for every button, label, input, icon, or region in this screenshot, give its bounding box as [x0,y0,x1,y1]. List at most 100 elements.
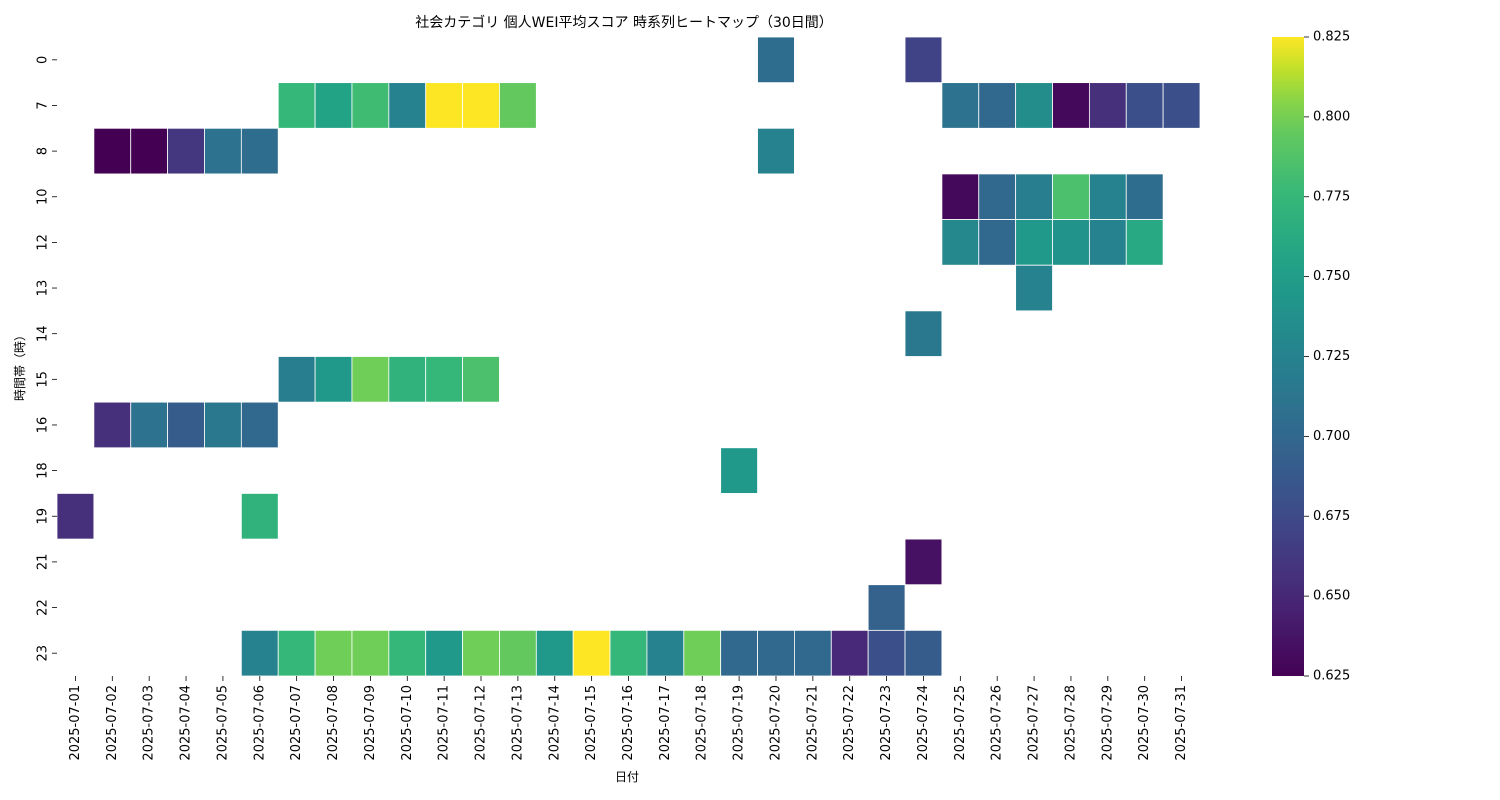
x-tick-label: 2025-07-10 [400,685,415,761]
y-tick-label: 22 [36,599,51,616]
heatmap-cell [904,538,943,586]
heatmap-cell [167,127,205,175]
y-tick-label: 21 [36,554,51,571]
x-tick-label: 2025-07-17 [658,685,673,761]
x-tick-label: 2025-07-31 [1174,685,1189,761]
heatmap-cell [1125,219,1164,266]
x-tick-label: 2025-07-12 [474,685,489,761]
heatmap-cell [314,82,353,129]
y-axis-ticks: 0 7 8 10 12 13 14 15 16 18 19 21 22 23 [36,56,57,662]
heatmap-cell [978,82,1017,129]
x-tick-label: 2025-07-02 [105,685,120,761]
heatmap-cell [1088,82,1127,129]
colorbar-tick-label: 0.625 [1313,669,1350,684]
heatmap-cell [1088,219,1127,266]
x-tick-label: 2025-07-16 [621,685,636,761]
heatmap-cell [240,629,279,677]
x-tick-label: 2025-07-04 [179,685,194,761]
heatmap-cell [388,356,427,403]
colorbar-tick-label: 0.800 [1313,109,1350,124]
x-tick-label: 2025-07-11 [437,685,452,761]
heatmap-cell [351,629,390,677]
heatmap-cell [204,127,242,175]
heatmap-cell [720,447,758,494]
heatmap-cell [425,356,463,403]
heatmap-cell [130,401,169,449]
x-tick-label: 2025-07-27 [1027,685,1042,761]
x-tick-label: 2025-07-21 [805,685,820,761]
heatmap-cell [277,82,316,129]
x-tick-label: 2025-07-19 [732,685,747,761]
heatmap-cell [204,401,242,449]
heatmap-cell [904,36,943,84]
heatmap-cell [499,629,537,677]
heatmap-cell [1015,82,1053,129]
x-tick-label: 2025-07-05 [215,685,230,761]
y-tick-label: 0 [36,56,51,64]
heatmap-cell [904,629,943,677]
x-tick-label: 2025-07-28 [1063,685,1078,761]
heatmap-cell [830,629,869,677]
x-tick-label: 2025-07-06 [252,685,267,761]
heatmap-cell [646,629,685,677]
heatmap-cell [683,629,722,677]
y-tick-label: 16 [36,417,51,434]
heatmap-cell [499,82,537,129]
heatmap-cell [240,127,279,175]
heatmap-cell [978,173,1017,220]
x-tick-label: 2025-07-07 [289,685,304,761]
heatmap-cell [867,629,906,677]
heatmap-cell [720,629,758,677]
heatmap-cell [1125,82,1164,129]
heatmap-cell [167,401,205,449]
y-axis-label: 時間帯（時） [13,329,27,401]
x-tick-label: 2025-07-22 [842,685,857,761]
heatmap-cell [941,219,980,266]
x-tick-label: 2025-07-03 [142,685,157,761]
heatmap-cell [535,629,574,677]
colorbar-tick-label: 0.700 [1313,429,1350,444]
heatmap-cell [609,629,648,677]
x-axis-ticks: 2025-07-01 2025-07-02 2025-07-03 2025-07-04… [68,676,1189,761]
heatmap-cell [351,356,390,403]
x-tick-label: 2025-07-13 [510,685,525,761]
heatmap-cell [867,584,906,631]
heatmap-cell [1015,219,1053,266]
x-tick-label: 2025-07-18 [695,685,710,761]
heatmap-cell [462,629,500,677]
heatmap-cell [277,356,316,403]
heatmap-cell [1088,173,1127,220]
y-tick-label: 18 [36,462,51,479]
heatmap-cell [314,356,353,403]
heatmap-cell [904,310,943,357]
x-axis-label: 日付 [615,770,639,784]
heatmap-cell [1125,173,1164,220]
colorbar-tick-label: 0.775 [1313,189,1350,204]
y-tick-label: 15 [36,371,51,388]
x-tick-label: 2025-07-26 [990,685,1005,761]
heatmap-cell [425,629,463,677]
x-tick-label: 2025-07-14 [547,685,562,761]
heatmap-cell [240,493,279,540]
x-tick-label: 2025-07-15 [584,685,599,761]
x-tick-label: 2025-07-30 [1137,685,1152,761]
heatmap-cell [1052,219,1090,266]
heatmap-cell [1015,264,1053,312]
y-tick-label: 12 [36,234,51,251]
heatmap-cell [1162,82,1201,129]
colorbar-tick-label: 0.725 [1313,349,1350,364]
y-tick-label: 19 [36,508,51,525]
colorbar-tick-label: 0.825 [1313,30,1350,45]
heatmap-cell [941,82,980,129]
heatmap-cell [1052,82,1090,129]
heatmap-cells [56,36,1201,677]
heatmap-cell [1015,173,1053,220]
heatmap-cell [978,219,1017,266]
y-tick-label: 23 [36,645,51,662]
heatmap-cell [757,629,795,677]
heatmap-cell [757,36,795,84]
y-tick-label: 10 [36,188,51,205]
heatmap-cell [572,629,611,677]
x-tick-label: 2025-07-29 [1100,685,1115,761]
